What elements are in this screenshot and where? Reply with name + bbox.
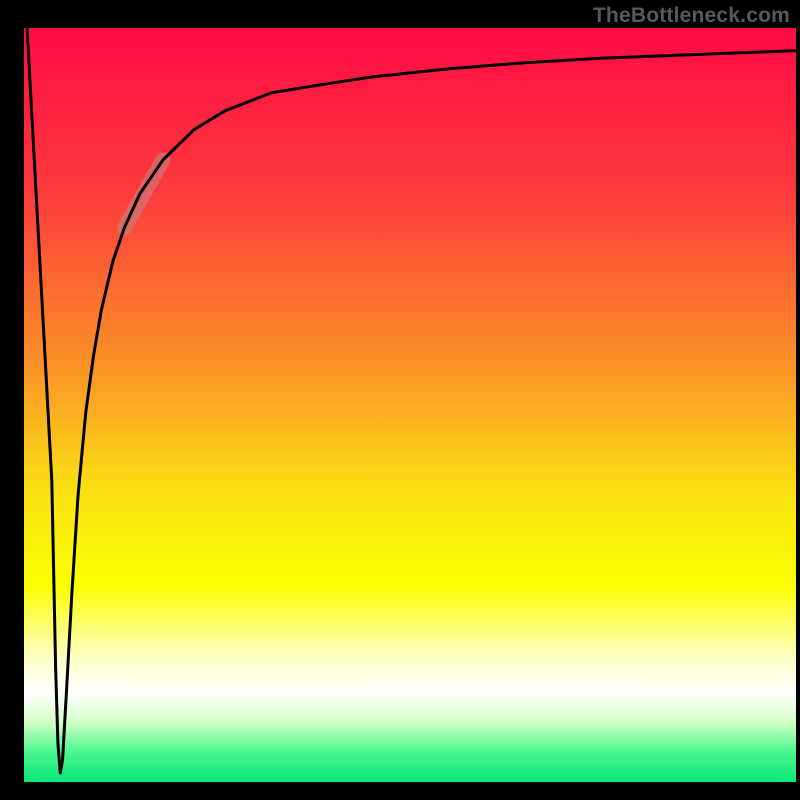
chart-stage: TheBottleneck.com	[0, 0, 800, 800]
main-curve	[27, 28, 796, 773]
attribution-label: TheBottleneck.com	[593, 4, 790, 28]
curve-layer	[24, 28, 796, 782]
plot-area	[24, 28, 796, 782]
